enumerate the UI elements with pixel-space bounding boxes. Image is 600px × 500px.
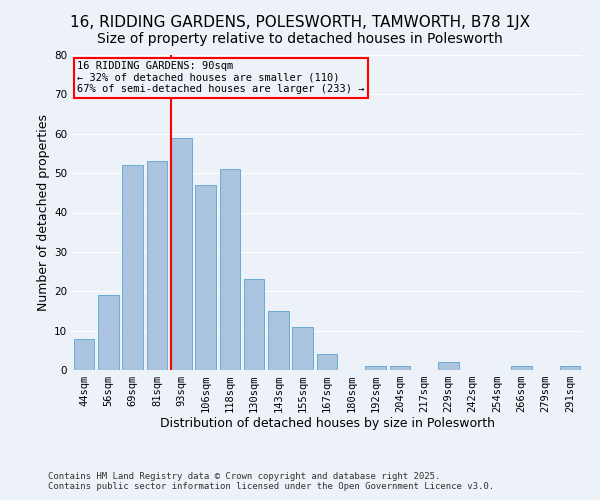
Bar [74,338,94,370]
Text: Contains HM Land Registry data © Crown copyright and database right 2025.
Contai: Contains HM Land Registry data © Crown c… [48,472,494,491]
Bar [389,366,410,370]
Bar [438,362,459,370]
Bar [511,366,532,370]
Bar [220,169,240,370]
Bar [122,165,143,370]
Text: Size of property relative to detached houses in Polesworth: Size of property relative to detached ho… [97,32,503,46]
X-axis label: Distribution of detached houses by size in Polesworth: Distribution of detached houses by size … [160,416,494,430]
Bar [365,366,386,370]
Bar [146,162,167,370]
Bar [292,326,313,370]
Bar [560,366,580,370]
Bar [171,138,191,370]
Bar [195,185,216,370]
Y-axis label: Number of detached properties: Number of detached properties [37,114,50,311]
Text: 16 RIDDING GARDENS: 90sqm
← 32% of detached houses are smaller (110)
67% of semi: 16 RIDDING GARDENS: 90sqm ← 32% of detac… [77,62,365,94]
Bar [98,295,119,370]
Text: 16, RIDDING GARDENS, POLESWORTH, TAMWORTH, B78 1JX: 16, RIDDING GARDENS, POLESWORTH, TAMWORT… [70,15,530,30]
Bar [268,311,289,370]
Bar [244,280,265,370]
Bar [317,354,337,370]
